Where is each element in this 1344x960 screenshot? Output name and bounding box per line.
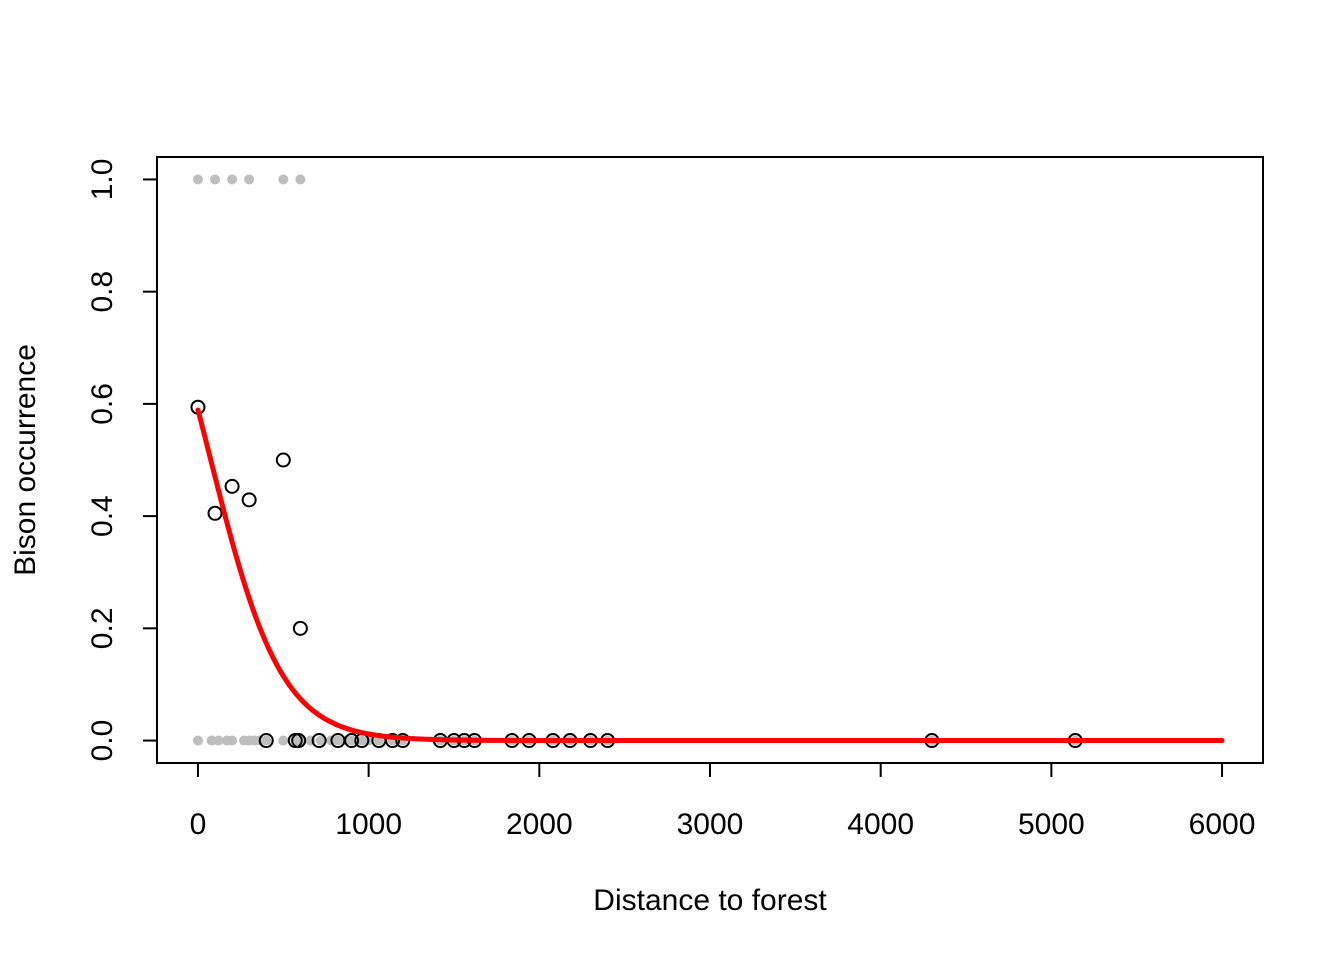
x-tick-label: 5000 — [1018, 808, 1085, 841]
observation-point — [278, 735, 289, 746]
x-tick-label: 4000 — [847, 808, 914, 841]
x-tick-label: 6000 — [1189, 808, 1256, 841]
raw-observation-points — [192, 174, 1081, 746]
observation-point — [295, 174, 306, 185]
proportion-point — [291, 733, 307, 749]
proportion-point — [241, 492, 257, 508]
observation-point — [192, 174, 203, 185]
observation-point — [315, 735, 326, 746]
observation-point — [332, 735, 343, 746]
observation-point — [192, 735, 203, 746]
y-tick-label: 0.0 — [86, 720, 119, 762]
y-tick-label: 1.0 — [86, 159, 119, 201]
proportion-point — [207, 505, 223, 521]
observation-point — [244, 174, 255, 185]
proportion-point — [292, 620, 308, 636]
x-tick-label: 0 — [190, 808, 207, 841]
proportion-point — [344, 733, 360, 749]
proportion-point — [311, 733, 327, 749]
plot-frame — [156, 156, 1264, 764]
observation-point — [213, 735, 224, 746]
y-tick-label: 0.2 — [86, 607, 119, 649]
y-tick-label: 0.6 — [86, 383, 119, 425]
observation-point — [210, 174, 221, 185]
proportion-point — [275, 452, 291, 468]
binned-proportion-points — [190, 399, 1083, 749]
observation-point — [346, 735, 357, 746]
y-axis-label: Bison occurrence — [9, 344, 42, 576]
observation-point — [227, 174, 238, 185]
x-axis-label: Distance to forest — [593, 884, 827, 917]
observation-point — [227, 735, 238, 746]
x-tick-label: 1000 — [335, 808, 402, 841]
y-axis: 0.0 0.2 0.4 0.6 0.8 1.0 — [86, 159, 158, 762]
proportion-point — [258, 733, 274, 749]
x-axis: 0 1000 2000 3000 4000 5000 6000 — [190, 762, 1256, 841]
observation-point — [261, 735, 272, 746]
y-tick-label: 0.8 — [86, 271, 119, 313]
x-tick-label: 2000 — [506, 808, 573, 841]
proportion-point — [385, 733, 401, 749]
fitted-curve — [195, 407, 1225, 744]
observation-point — [278, 174, 289, 185]
x-tick-label: 3000 — [677, 808, 744, 841]
y-tick-label: 0.4 — [86, 495, 119, 537]
proportion-point — [224, 478, 240, 494]
